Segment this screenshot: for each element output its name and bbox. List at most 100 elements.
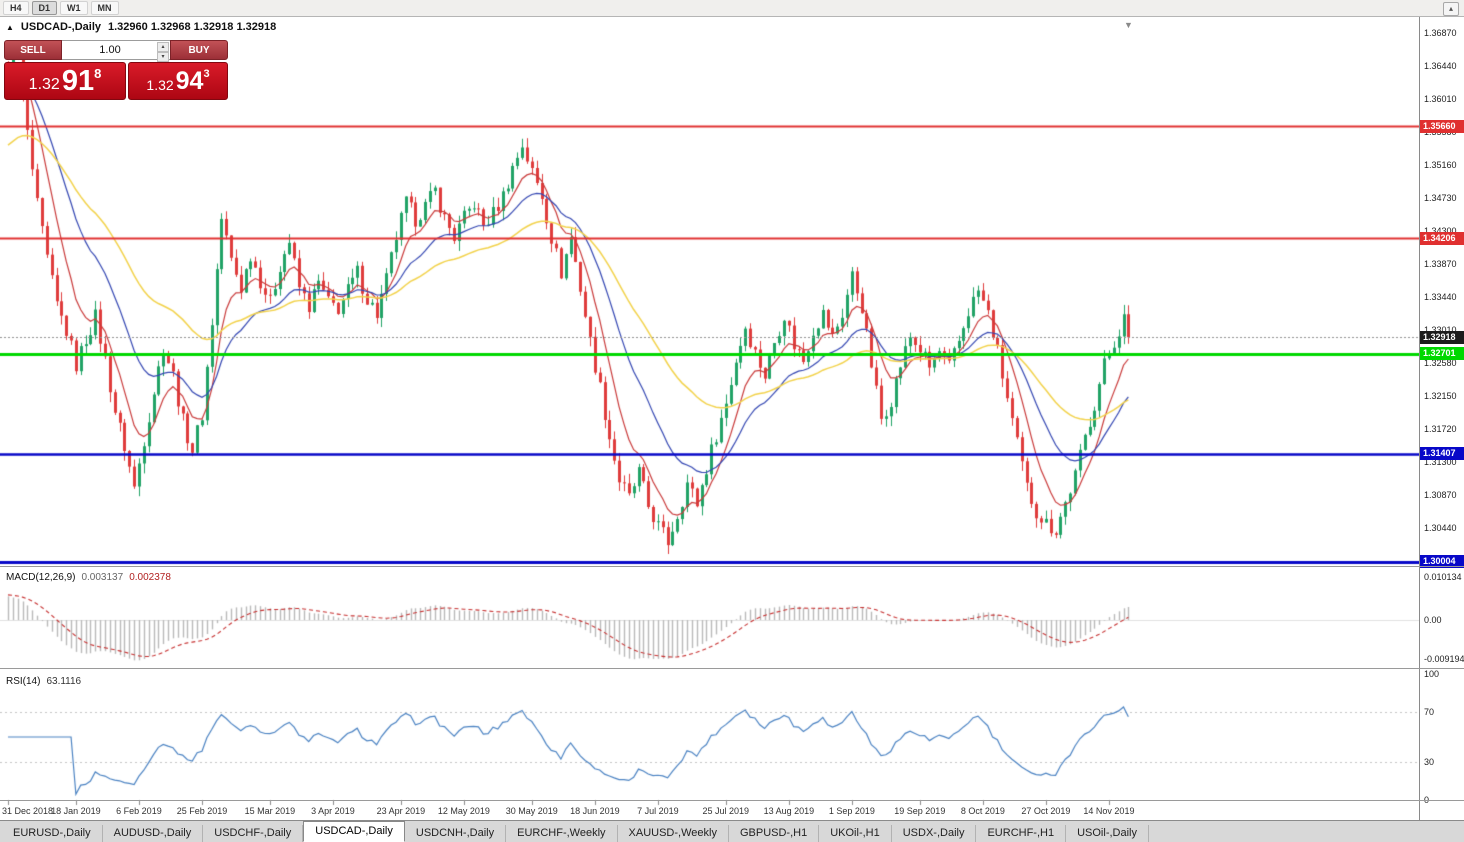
buy-price-point: 3 (203, 68, 210, 80)
volume-value: 1.00 (99, 44, 121, 56)
price-level-badge[interactable]: 1.32701 (1420, 347, 1464, 361)
chart-tab-usdcad-daily[interactable]: USDCAD-,Daily (303, 821, 405, 842)
one-click-trading-panel: SELL 1.00 ▴ ▾ BUY 1.32 91 8 1.32 (4, 40, 228, 100)
buy-price-display[interactable]: 1.32 94 3 (128, 62, 228, 100)
chart-tab-audusd-daily[interactable]: AUDUSD-,Daily (103, 825, 204, 842)
one-click-toggle-icon[interactable]: ▲ (6, 22, 14, 32)
macd-indicator-label: MACD(12,26,9) 0.003137 0.002378 (6, 572, 171, 583)
timeframe-toolbar: ▴ H4 D1 W1 MN (0, 0, 1464, 17)
price-axis-label: 1.31300 (1424, 456, 1457, 467)
volume-decrease-button[interactable]: ▾ (157, 52, 169, 62)
sell-price-main: 1.32 (28, 75, 60, 93)
date-label: 27 Oct 2019 (1021, 806, 1071, 816)
date-label: 3 Apr 2019 (311, 806, 355, 816)
macd-signal-value: 0.002378 (129, 572, 171, 583)
date-label: 7 Jul 2019 (637, 806, 679, 816)
rsi-axis-label: 30 (1424, 757, 1435, 768)
chart-tab-usdcnh-daily[interactable]: USDCNH-,Daily (405, 825, 507, 842)
date-label: 13 Aug 2019 (763, 806, 815, 816)
current-price-badge: 1.32918 (1420, 330, 1464, 344)
price-level-badge[interactable]: 1.35660 (1420, 119, 1464, 133)
sell-price-display[interactable]: 1.32 91 8 (4, 62, 126, 100)
chart-tab-usdchf-daily[interactable]: USDCHF-,Daily (203, 825, 304, 842)
timeframe-button-h4[interactable]: H4 (3, 1, 29, 15)
price-axis-label: 1.32580 (1424, 358, 1457, 369)
date-label: 19 Sep 2019 (894, 806, 946, 816)
price-axis-label: 1.30870 (1424, 489, 1457, 500)
macd-axis-label: -0.0091940 (1424, 654, 1464, 665)
sell-price-point: 8 (94, 66, 102, 81)
price-axis-label: 1.32150 (1424, 391, 1457, 402)
price-axis-label: 1.36440 (1424, 61, 1457, 72)
rsi-indicator-label: RSI(14) 63.1116 (6, 676, 81, 687)
date-label: 8 Oct 2019 (960, 806, 1005, 816)
timeframe-button-d1[interactable]: D1 (31, 1, 58, 15)
chart-ohlc-values: 1.32960 1.32968 1.32918 1.32918 (108, 21, 277, 33)
date-label: 23 Apr 2019 (376, 806, 426, 816)
rsi-title: RSI(14) (6, 676, 41, 687)
chart-symbol-label: USDCAD-,Daily (20, 21, 101, 33)
macd-main-value: 0.003137 (81, 572, 124, 583)
rsi-axis-label: 100 (1424, 669, 1440, 679)
volume-input[interactable]: 1.00 ▴ ▾ (62, 40, 170, 62)
price-axis-label: 1.36870 (1424, 28, 1457, 38)
chart-title: ▲ USDCAD-,Daily 1.32960 1.32968 1.32918 … (6, 21, 276, 33)
price-chart-canvas[interactable] (0, 17, 1419, 820)
date-label: 12 May 2019 (437, 806, 490, 816)
chart-tab-xauusd-weekly[interactable]: XAUUSD-,Weekly (618, 825, 729, 842)
price-level-badge[interactable]: 1.30004 (1420, 555, 1464, 569)
rsi-value: 63.1116 (46, 676, 82, 687)
price-level-badge[interactable]: 1.31407 (1420, 447, 1464, 461)
price-level-badge[interactable]: 1.34206 (1420, 231, 1464, 245)
collapse-arrow-icon: ▴ (1448, 4, 1453, 13)
price-axis-label: 1.36010 (1424, 94, 1457, 105)
chart-tab-usoil-daily[interactable]: USOil-,Daily (1066, 825, 1149, 842)
date-label: 18 Jan 2019 (51, 806, 101, 816)
panel-separator (0, 800, 1464, 801)
macd-axis-label: 0.010134 (1424, 571, 1462, 582)
chart-tab-usdx-daily[interactable]: USDX-,Daily (892, 825, 977, 842)
chart-shift-marker-icon[interactable]: ▼ (1124, 20, 1133, 30)
price-axis-label: 1.34730 (1424, 192, 1457, 203)
timeframe-button-mn[interactable]: MN (90, 1, 119, 15)
panel-separator (0, 668, 1464, 669)
panel-separator (0, 566, 1464, 567)
date-label: 31 Dec 2018 (2, 806, 54, 816)
buy-price-main: 1.32 (146, 76, 174, 93)
chart-area: ▲ USDCAD-,Daily 1.32960 1.32968 1.32918 … (0, 17, 1419, 820)
price-axis[interactable]: 1.368701.364401.360101.355801.351601.347… (1419, 17, 1464, 820)
buy-button[interactable]: BUY (170, 40, 228, 60)
date-axis[interactable]: 31 Dec 2018 18 Jan 2019 6 Feb 2019 25 Feb 2… (0, 802, 1419, 820)
date-label: 30 May 2019 (505, 806, 558, 816)
date-label: 25 Jul 2019 (702, 806, 750, 816)
chart-tabs-bar: EURUSD-,Daily AUDUSD-,Daily USDCHF-,Daily U… (0, 820, 1464, 842)
macd-axis-label: 0.00 (1424, 615, 1442, 625)
price-axis-label: 1.33010 (1424, 325, 1457, 335)
chart-tab-eurchf-weekly[interactable]: EURCHF-,Weekly (506, 825, 618, 842)
price-axis-label: 1.31720 (1424, 424, 1457, 435)
price-axis-label: 1.33440 (1424, 292, 1457, 303)
toolbar-collapse-button[interactable]: ▴ (1443, 2, 1459, 16)
chart-tab-ukoil-h1[interactable]: UKOil-,H1 (819, 825, 892, 842)
price-axis-label: 1.33870 (1424, 258, 1457, 269)
date-label: 18 Jun 2019 (570, 806, 620, 816)
sell-price-pips: 91 (61, 65, 95, 97)
date-label: 15 Mar 2019 (244, 806, 296, 816)
chart-tab-gbpusd-h1[interactable]: GBPUSD-,H1 (729, 825, 820, 842)
sell-button[interactable]: SELL (4, 40, 62, 60)
volume-spinner: ▴ ▾ (157, 42, 169, 62)
rsi-axis-label: 70 (1424, 706, 1435, 717)
macd-title: MACD(12,26,9) (6, 572, 76, 583)
date-label: 25 Feb 2019 (176, 806, 228, 816)
date-label: 1 Sep 2019 (828, 806, 875, 816)
volume-increase-button[interactable]: ▴ (157, 42, 169, 52)
buy-price-pips: 94 (175, 67, 204, 95)
chart-tab-eurchf-h1[interactable]: EURCHF-,H1 (976, 825, 1067, 842)
timeframe-button-w1[interactable]: W1 (60, 1, 88, 15)
price-axis-label: 1.30440 (1424, 522, 1457, 533)
date-label: 6 Feb 2019 (116, 806, 162, 816)
date-label: 14 Nov 2019 (1083, 806, 1135, 816)
chart-tab-eurusd-daily[interactable]: EURUSD-,Daily (2, 825, 103, 842)
price-axis-label: 1.35160 (1424, 159, 1457, 170)
